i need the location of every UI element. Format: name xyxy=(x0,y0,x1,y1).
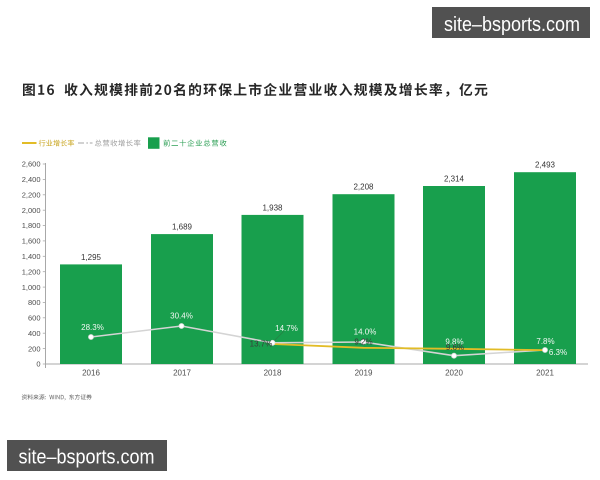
svg-text:2,400: 2,400 xyxy=(22,175,41,184)
svg-text:2016: 2016 xyxy=(82,369,100,378)
svg-text:1,689: 1,689 xyxy=(172,223,193,232)
svg-text:2017: 2017 xyxy=(173,369,191,378)
svg-text:2,200: 2,200 xyxy=(22,191,41,200)
svg-text:14.0%: 14.0% xyxy=(354,328,377,337)
svg-text:30.4%: 30.4% xyxy=(170,312,193,321)
svg-text:2021: 2021 xyxy=(536,369,554,378)
svg-text:1,200: 1,200 xyxy=(22,267,41,276)
svg-text:400: 400 xyxy=(28,329,41,338)
svg-text:2,600: 2,600 xyxy=(22,160,41,169)
svg-text:2,314: 2,314 xyxy=(444,175,465,184)
svg-text:1,400: 1,400 xyxy=(22,252,41,261)
svg-text:2,000: 2,000 xyxy=(22,206,41,215)
svg-text:2018: 2018 xyxy=(264,369,282,378)
svg-text:2020: 2020 xyxy=(445,369,463,378)
svg-text:14.7%: 14.7% xyxy=(275,324,298,333)
svg-text:7.8%: 7.8% xyxy=(536,337,554,346)
svg-text:2019: 2019 xyxy=(355,369,373,378)
svg-text:1,800: 1,800 xyxy=(22,221,41,230)
svg-text:1,938: 1,938 xyxy=(262,203,283,212)
svg-text:9.8%: 9.8% xyxy=(445,338,463,347)
svg-text:600: 600 xyxy=(28,314,41,323)
svg-text:9.6%: 9.6% xyxy=(446,343,464,352)
svg-text:200: 200 xyxy=(28,344,41,353)
svg-text:6.3%: 6.3% xyxy=(549,348,567,357)
svg-text:site–bsports.com: site–bsports.com xyxy=(444,14,580,36)
svg-text:1,295: 1,295 xyxy=(81,253,102,262)
svg-text:9.2%: 9.2% xyxy=(354,338,372,347)
svg-text:2,493: 2,493 xyxy=(535,161,556,170)
svg-text:1,000: 1,000 xyxy=(22,283,41,292)
svg-text:site–bsports.com: site–bsports.com xyxy=(19,447,155,469)
svg-text:1,600: 1,600 xyxy=(22,237,41,246)
svg-text:13.7%: 13.7% xyxy=(250,339,273,348)
svg-text:28.3%: 28.3% xyxy=(81,323,104,332)
svg-text:2,208: 2,208 xyxy=(353,183,374,192)
svg-text:0: 0 xyxy=(36,360,40,369)
svg-text:800: 800 xyxy=(28,298,41,307)
